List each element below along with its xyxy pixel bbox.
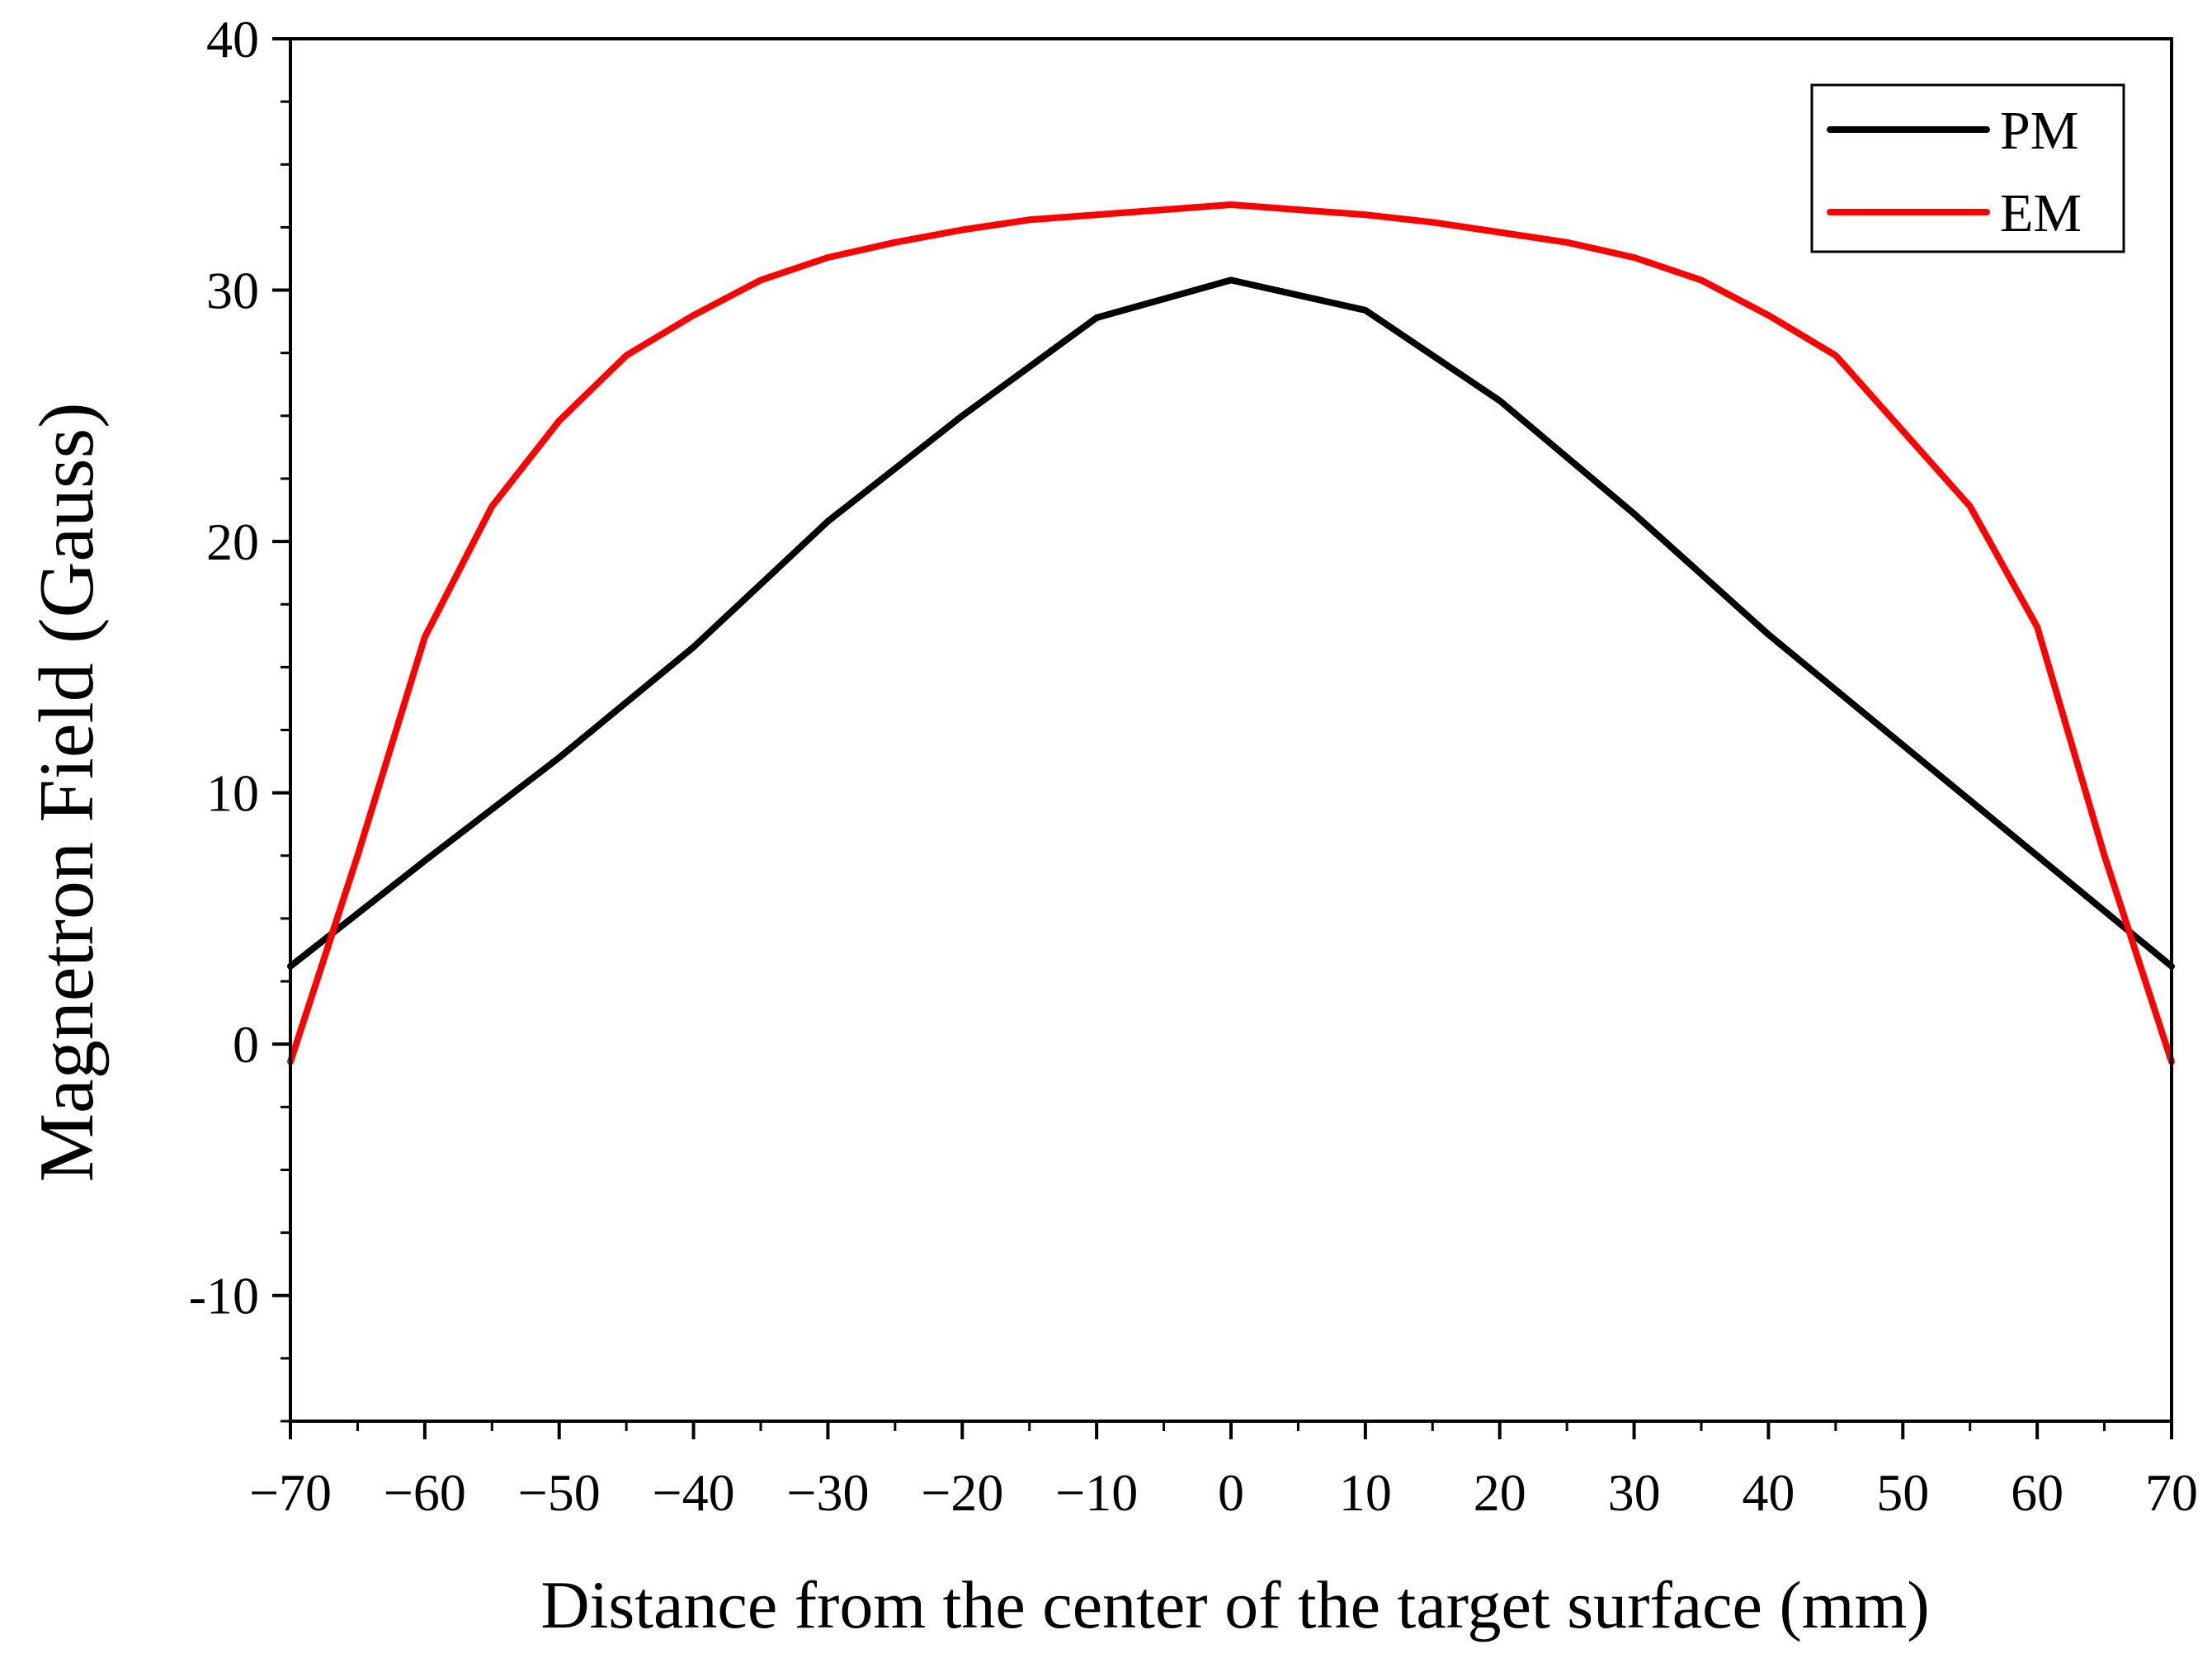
legend-label-pm: PM xyxy=(2000,101,2078,161)
legend: PM EM xyxy=(1810,83,2125,253)
y-tick-label: 0 xyxy=(233,1015,259,1074)
x-tick-label: 20 xyxy=(1474,1463,1526,1522)
legend-box xyxy=(1810,83,2125,253)
x-tick-label: −50 xyxy=(518,1463,601,1522)
x-tick-label: 30 xyxy=(1608,1463,1661,1522)
x-tick-label: 10 xyxy=(1339,1463,1392,1522)
x-tick-label: −20 xyxy=(921,1463,1003,1522)
tick-labels-layer: −70 −60 −50 −40 −30 −20 −10 0 10 20 30 40 50 60 70 -10 0… xyxy=(189,10,2198,1522)
x-tick-label: −30 xyxy=(786,1463,869,1522)
x-tick-label: 50 xyxy=(1876,1463,1929,1522)
series-line-em xyxy=(287,201,2175,1065)
y-axis-title: Magnetron Field (Gauss) xyxy=(24,402,110,1182)
y-tick-label: -10 xyxy=(189,1267,259,1325)
x-tick-label: 0 xyxy=(1218,1463,1244,1522)
x-axis-title: Distance from the center of the target s… xyxy=(540,1567,1929,1642)
y-tick-label: 40 xyxy=(206,10,259,69)
x-tick-label: −70 xyxy=(249,1463,332,1522)
x-tick-label: −10 xyxy=(1055,1463,1138,1522)
series-layer xyxy=(287,201,2175,1065)
axes-layer xyxy=(272,37,2173,1439)
legend-label-em: EM xyxy=(2000,183,2082,243)
x-tick-label: 70 xyxy=(2145,1463,2198,1522)
x-tick-label: 60 xyxy=(2011,1463,2063,1522)
y-tick-label: 20 xyxy=(206,513,259,571)
x-tick-label: −40 xyxy=(653,1463,735,1522)
y-tick-label: 10 xyxy=(206,764,259,823)
series-line-pm xyxy=(287,276,2175,970)
x-tick-label: 40 xyxy=(1742,1463,1795,1522)
y-tick-label: 30 xyxy=(206,262,259,320)
x-tick-label: −60 xyxy=(384,1463,466,1522)
